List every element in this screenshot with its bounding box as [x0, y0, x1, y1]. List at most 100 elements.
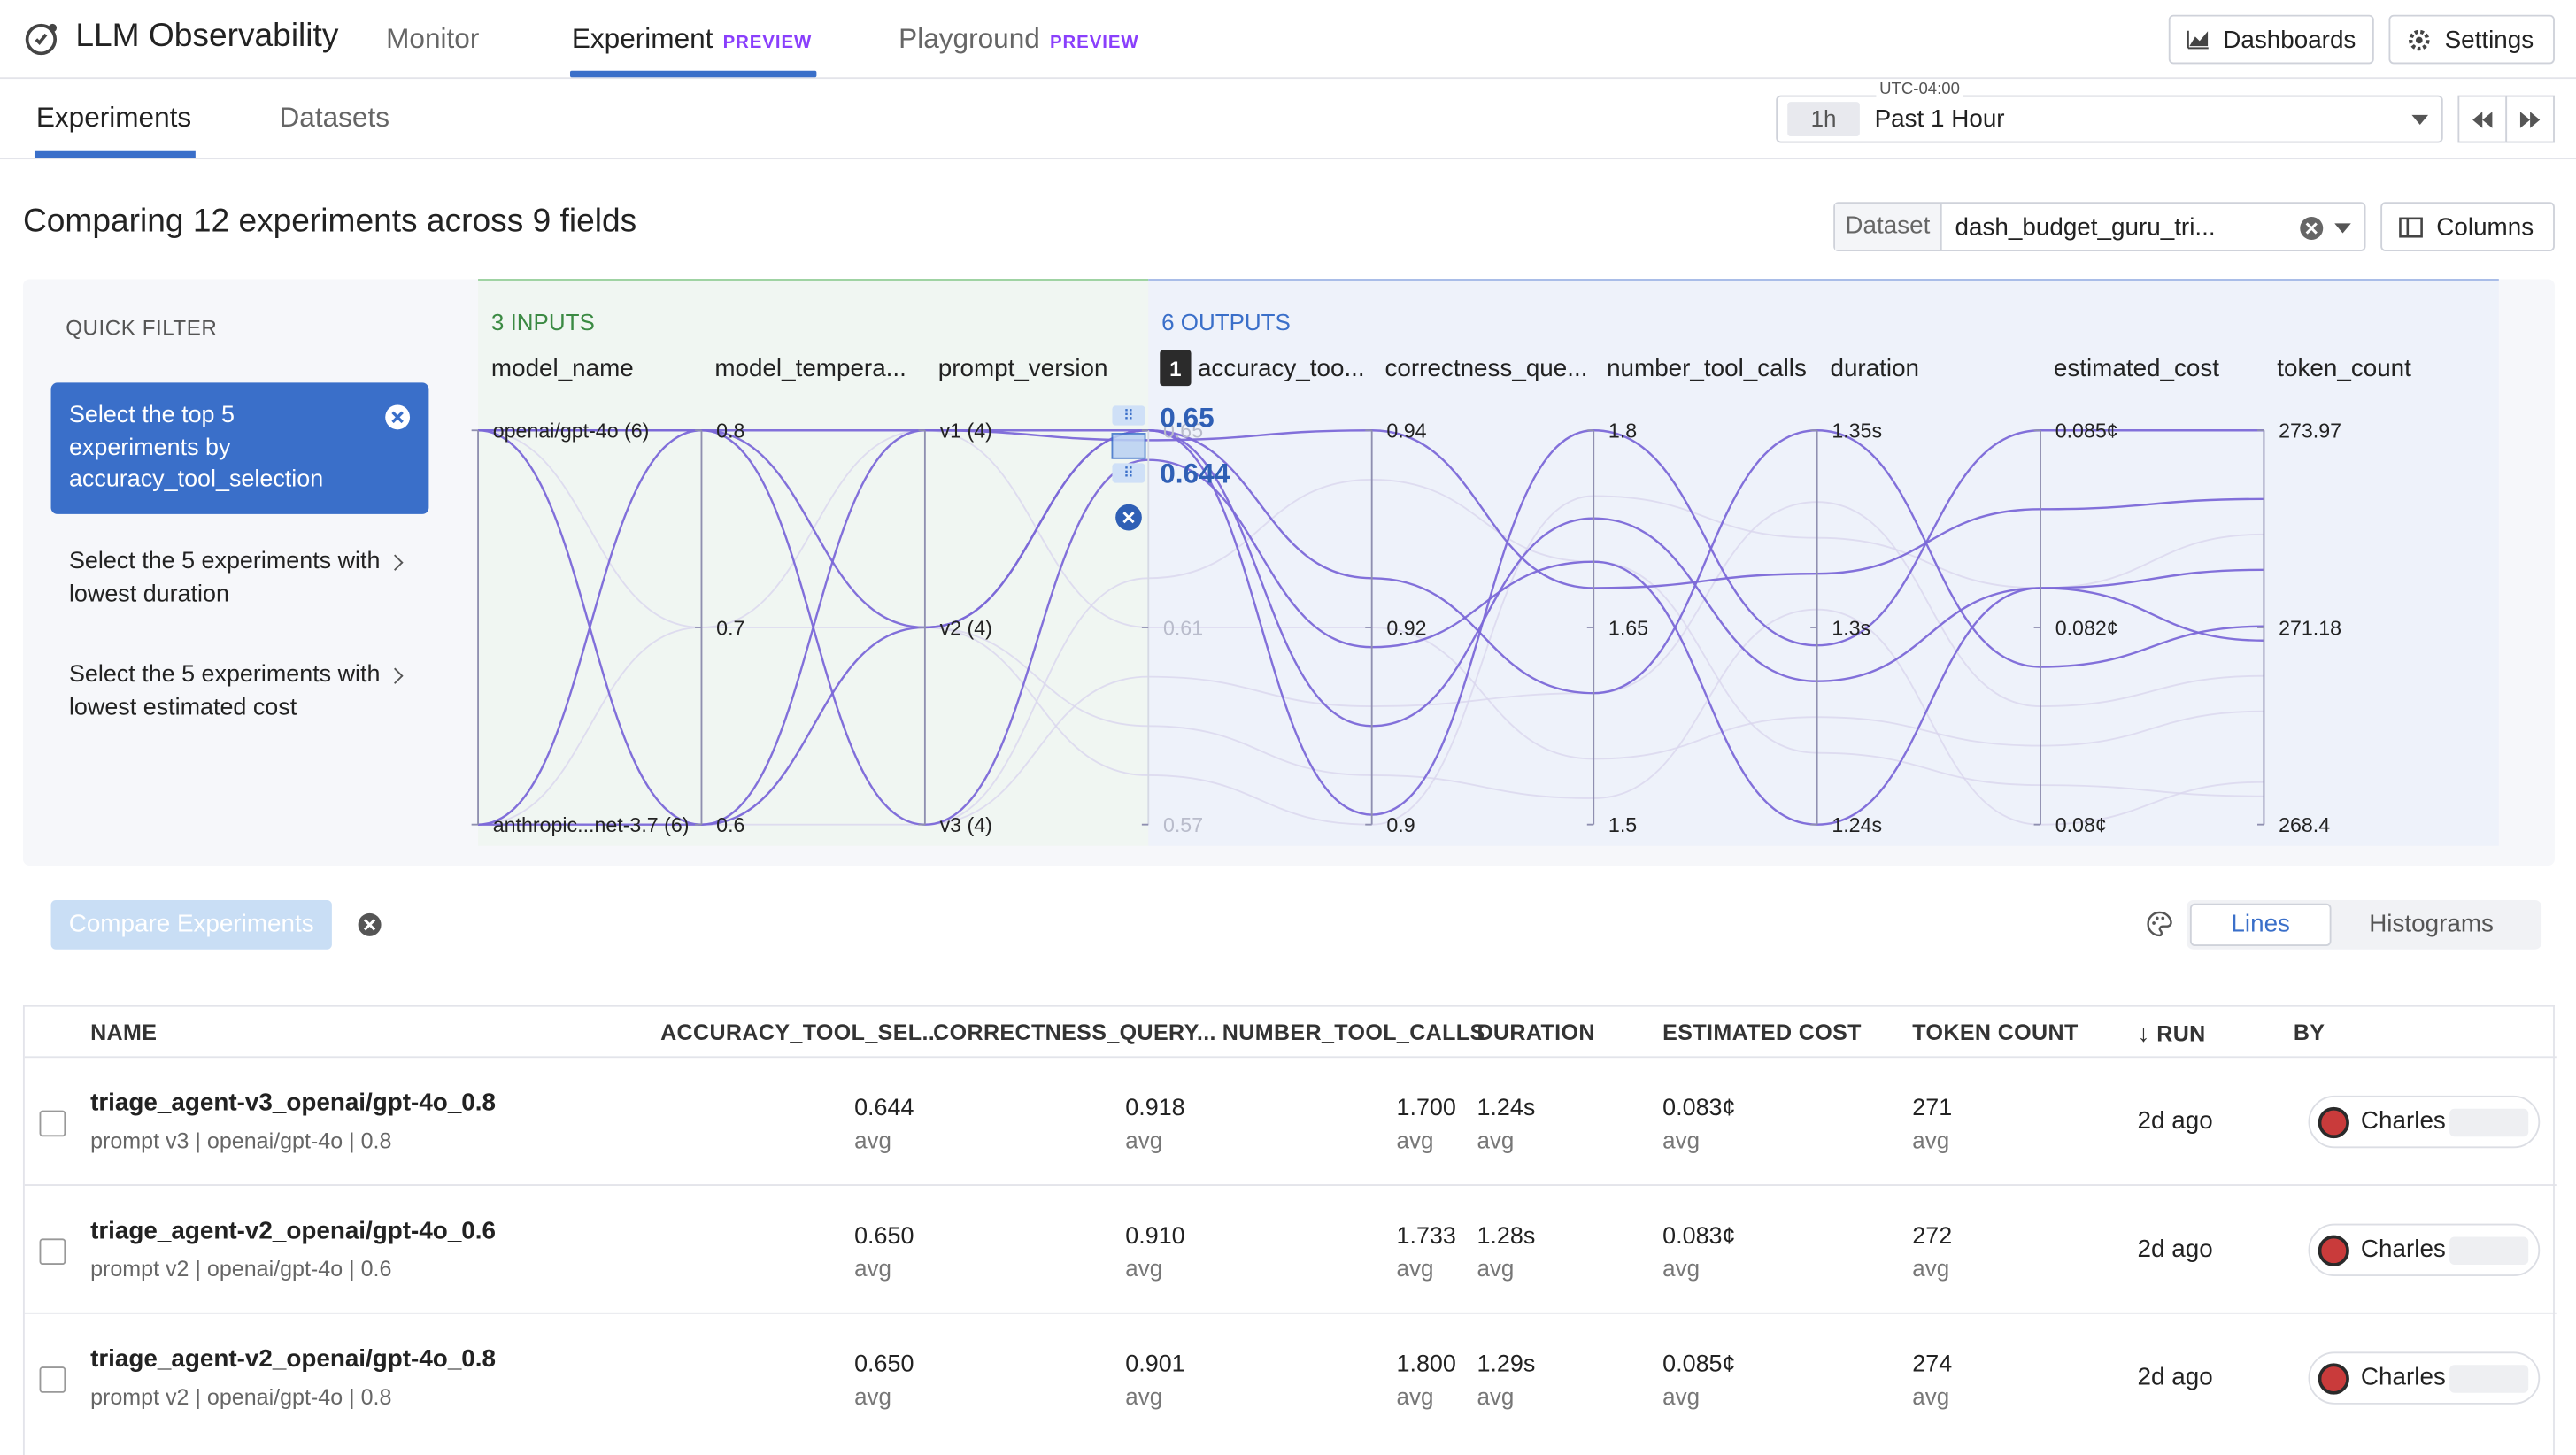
avatar: [2318, 1106, 2349, 1139]
avg-label: avg: [854, 1254, 891, 1282]
experiment-name[interactable]: triage_agent-v2_openai/gpt-4o_0.8: [90, 1344, 497, 1374]
avg-label: avg: [1477, 1382, 1515, 1410]
avg-label: avg: [1477, 1127, 1515, 1153]
column-header-tool-calls[interactable]: NUMBER_TOOL_CALLS: [1222, 1020, 1485, 1045]
quick-filter-lowest-cost[interactable]: Select the 5 experiments with lowest est…: [68, 661, 381, 720]
user-chip[interactable]: Charles: [2308, 1095, 2541, 1149]
nav-tab-label: Monitor: [386, 22, 480, 55]
experiment-name[interactable]: triage_agent-v3_openai/gpt-4o_0.8: [90, 1089, 497, 1118]
tool-calls-value: 1.700: [1396, 1095, 1456, 1122]
view-mode-toggle: Lines Histograms: [2187, 900, 2542, 950]
cost-value: 0.083¢: [1662, 1095, 1736, 1122]
correctness-value: 0.910: [1125, 1223, 1185, 1251]
column-header-correctness[interactable]: CORRECTNESS_QUERY...: [933, 1020, 1216, 1045]
sort-arrow-down-icon: ↓: [2137, 1020, 2150, 1049]
chart-icon: [2187, 30, 2209, 50]
view-mode-histograms[interactable]: Histograms: [2369, 910, 2494, 938]
tab-experiments[interactable]: Experiments: [35, 102, 192, 134]
compare-title: Comparing 12 experiments across 9 fields: [22, 204, 637, 240]
nav-tab-experiment[interactable]: Experiment PREVIEW: [572, 23, 812, 56]
view-mode-lines[interactable]: Lines: [2189, 903, 2332, 946]
user-chip[interactable]: Charles: [2308, 1351, 2541, 1405]
caret-down-icon: [2411, 114, 2429, 126]
avg-label: avg: [1662, 1382, 1701, 1410]
duration-value: 1.28s: [1477, 1223, 1536, 1251]
tokens-value: 274: [1912, 1351, 1953, 1379]
table-row[interactable]: triage_agent-v3_openai/gpt-4o_0.8 prompt …: [24, 1056, 2557, 1184]
column-header-duration[interactable]: DURATION: [1477, 1020, 1595, 1045]
avg-label: avg: [1912, 1254, 1950, 1282]
quick-filter-active[interactable]: Select the top 5 experiments by accuracy…: [50, 382, 429, 514]
tokens-cell: 271 avg: [1912, 1094, 1952, 1157]
clear-icon[interactable]: [2298, 215, 2325, 242]
compare-experiments-button[interactable]: Compare Experiments: [50, 900, 332, 950]
avg-label: avg: [854, 1127, 891, 1153]
time-back-button[interactable]: [2457, 95, 2508, 143]
nav-tab-label: Playground: [899, 22, 1040, 55]
avg-label: avg: [1912, 1382, 1950, 1410]
column-header-cost[interactable]: ESTIMATED COST: [1662, 1020, 1862, 1045]
avg-label: avg: [1396, 1254, 1434, 1282]
tokens-cell: 274 avg: [1912, 1351, 1952, 1413]
close-icon[interactable]: [384, 404, 411, 431]
time-chip: 1h: [1787, 102, 1860, 137]
tab-datasets[interactable]: Datasets: [279, 102, 390, 134]
tool-calls-cell: 1.733 avg: [1397, 1222, 1456, 1285]
accuracy-value: 0.650: [854, 1351, 914, 1379]
run-time: 2d ago: [2137, 1106, 2213, 1136]
avg-label: avg: [1125, 1382, 1163, 1410]
columns-button[interactable]: Columns: [2380, 202, 2555, 251]
user-name: Charles: [2360, 1106, 2446, 1136]
settings-button[interactable]: Settings: [2388, 14, 2555, 65]
clear-selection-icon[interactable]: [357, 912, 383, 938]
experiment-meta: prompt v2 | openai/gpt-4o | 0.6: [90, 1256, 392, 1282]
cost-value: 0.083¢: [1662, 1223, 1736, 1251]
palette-icon[interactable]: [2146, 910, 2174, 938]
active-subtab-indicator: [34, 150, 196, 158]
time-range-picker[interactable]: 1h Past 1 Hour: [1776, 95, 2443, 143]
dataset-select[interactable]: Dataset dash_budget_guru_tri...: [1833, 202, 2366, 251]
redacted-surname: [2449, 1365, 2529, 1393]
column-header-accuracy[interactable]: ACCURACY_TOOL_SEL...: [660, 1020, 942, 1045]
redacted-surname: [2449, 1108, 2529, 1137]
row-checkbox[interactable]: [39, 1366, 66, 1393]
experiment-name[interactable]: triage_agent-v2_openai/gpt-4o_0.6: [90, 1217, 497, 1245]
experiment-meta: prompt v2 | openai/gpt-4o | 0.8: [90, 1384, 392, 1410]
avg-label: avg: [1662, 1127, 1701, 1153]
quick-filter-lowest-duration[interactable]: Select the 5 experiments with lowest dur…: [68, 548, 381, 607]
run-time: 2d ago: [2137, 1235, 2213, 1264]
user-chip[interactable]: Charles: [2308, 1223, 2541, 1277]
correctness-cell: 0.910 avg: [1125, 1222, 1184, 1285]
accuracy-value: 0.650: [854, 1223, 914, 1251]
quick-filter-title: QUICK FILTER: [66, 315, 218, 341]
row-checkbox[interactable]: [39, 1110, 66, 1137]
duration-cell: 1.24s avg: [1477, 1094, 1535, 1157]
column-header-tokens[interactable]: TOKEN COUNT: [1912, 1020, 2079, 1045]
avg-label: avg: [1396, 1382, 1434, 1410]
columns-icon: [2399, 216, 2423, 237]
time-range-label: Past 1 Hour: [1874, 104, 2005, 134]
nav-tab-playground[interactable]: Playground PREVIEW: [899, 23, 1138, 56]
run-header-label: RUN: [2156, 1021, 2206, 1047]
llm-observability-logo-icon: [25, 23, 58, 56]
quick-filter-active-label: Select the top 5 experiments by accuracy…: [68, 402, 324, 493]
user-name: Charles: [2360, 1363, 2446, 1391]
nav-tab-monitor[interactable]: Monitor: [386, 23, 479, 56]
avg-label: avg: [1396, 1127, 1434, 1153]
top-nav: LLM Observability Monitor Experiment PREV…: [0, 0, 2576, 80]
caret-down-icon[interactable]: [2334, 223, 2351, 234]
dashboards-button[interactable]: Dashboards: [2168, 14, 2374, 65]
run-time: 2d ago: [2137, 1363, 2213, 1391]
correctness-cell: 0.901 avg: [1125, 1351, 1184, 1413]
column-header-by[interactable]: BY: [2293, 1020, 2325, 1045]
user-name: Charles: [2360, 1235, 2446, 1264]
column-header-run[interactable]: ↓ RUN: [2138, 1020, 2206, 1049]
row-checkbox[interactable]: [39, 1238, 66, 1266]
column-header-name[interactable]: NAME: [90, 1020, 158, 1045]
app-title: LLM Observability: [75, 18, 339, 55]
tool-calls-cell: 1.800 avg: [1397, 1351, 1456, 1413]
time-forward-button[interactable]: [2505, 95, 2555, 143]
accuracy-cell: 0.650 avg: [854, 1351, 914, 1413]
